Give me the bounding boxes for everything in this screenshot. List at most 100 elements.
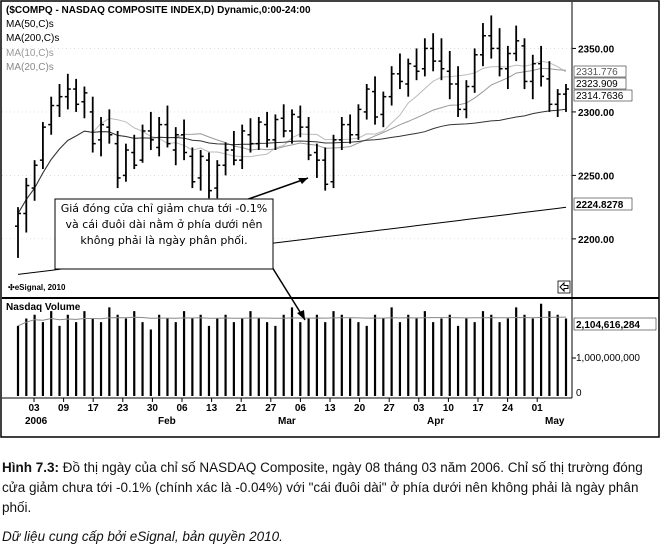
scroll-arrow-icon[interactable] (557, 280, 571, 294)
price-bar (421, 38, 428, 77)
last-value-3: 2314.7636 (576, 91, 624, 102)
price-bar (181, 119, 188, 161)
price-bar (297, 105, 304, 138)
price-bar (347, 114, 354, 144)
volume-title: Nasdaq Volume (6, 302, 81, 313)
month-2006: 2006 (25, 416, 48, 427)
price-bar (73, 78, 80, 112)
figure-source: Dữ liệu cung cấp bởi eSignal, bản quyền … (2, 529, 283, 544)
date-tick-label-0: 03 (28, 403, 40, 414)
price-bar (255, 116, 262, 150)
price-bar (554, 89, 561, 117)
date-tick-label-6: 13 (206, 403, 218, 414)
date-tick-label-5: 06 (176, 403, 188, 414)
volume-last-box (573, 317, 657, 331)
annotation-box (54, 198, 274, 270)
price-bar (446, 50, 453, 100)
volume-last-value: 2,104,616,284 (576, 320, 640, 331)
last-value-box-4 (573, 197, 633, 211)
price-bar (39, 122, 46, 170)
price-bar (264, 111, 271, 148)
figure-caption: Hình 7.3: Đồ thị ngày của chỉ số NASDAQ … (2, 458, 660, 518)
figure-text: Đồ thị ngày của chỉ số NASDAQ Composite,… (2, 460, 643, 515)
price-bar (504, 45, 511, 90)
date-tick-label-8: 27 (265, 403, 277, 414)
price-tick-label-1: 2250.00 (578, 171, 615, 182)
price-bar (388, 66, 395, 106)
price-bar (89, 96, 96, 153)
chart-title: ($COMPQ - NASDAQ COMPOSITE INDEX,D) Dyna… (6, 5, 311, 16)
price-bar (189, 147, 196, 189)
legend-ma10: MA(10,C)s (6, 48, 54, 59)
annotation-arrow-down (271, 266, 306, 321)
price-bar (98, 116, 105, 157)
price-bar (15, 207, 21, 258)
price-bar (455, 66, 462, 117)
price-bar (280, 104, 287, 138)
price-bar (131, 134, 138, 170)
date-tick-label-11: 20 (354, 403, 366, 414)
price-bar (197, 150, 204, 191)
price-bar (305, 116, 312, 161)
volume-average-line (17, 316, 567, 327)
date-tick-label-1: 09 (58, 403, 70, 414)
price-bar (56, 83, 63, 117)
price-bar (172, 127, 179, 166)
price-bar (81, 86, 88, 119)
arrow-head-down (297, 310, 305, 320)
month-mar: Mar (278, 416, 296, 427)
price-axis: 2200.00 2250.00 2300.00 2350.00 (572, 44, 615, 246)
price-bar (106, 109, 113, 144)
date-tick-label-13: 03 (413, 403, 425, 414)
price-bar (205, 152, 212, 199)
price-bar (372, 76, 379, 125)
price-bar (355, 104, 362, 140)
date-tick-label-16: 24 (502, 403, 514, 414)
price-bars (15, 15, 569, 258)
date-tick-label-12: 27 (384, 403, 396, 414)
watermark: ✣eSignal, 2010 (8, 283, 66, 292)
price-bar (114, 130, 121, 189)
price-bar (48, 96, 55, 135)
date-tick-label-17: 01 (532, 403, 544, 414)
price-bar (438, 38, 445, 81)
price-bar (405, 58, 412, 97)
volume-bars (16, 303, 568, 396)
date-tick-label-9: 06 (295, 403, 307, 414)
price-bar (488, 15, 495, 59)
price-bar (463, 80, 470, 119)
date-tick-label-7: 21 (236, 403, 248, 414)
annotation-arrow-up (239, 177, 309, 203)
annotation-callout: Giá đóng cửa chỉ giảm chưa tới -0.1% và … (54, 177, 309, 321)
price-bar (471, 48, 478, 93)
volume-zero-tick: 0 (576, 388, 582, 399)
month-feb: Feb (158, 416, 176, 427)
price-bar (563, 83, 569, 112)
price-bar (529, 54, 536, 100)
price-bar (322, 147, 329, 191)
price-bar (247, 118, 254, 153)
price-bar (521, 38, 528, 90)
last-value-1: 2331.776 (576, 67, 618, 78)
date-tick-label-4: 30 (147, 403, 159, 414)
price-bar (538, 45, 545, 87)
month-may: May (545, 416, 565, 427)
legend-ma20: MA(20,C)s (6, 62, 54, 73)
price-bar (272, 114, 279, 150)
price-bar (122, 143, 129, 182)
annotation-text: Giá đóng cửa chỉ giảm chưa tới -0.1% và … (60, 202, 268, 247)
price-bar (64, 73, 71, 110)
price-bar (330, 134, 337, 189)
price-bar (338, 116, 345, 150)
month-apr: Apr (427, 416, 444, 427)
figure-label: Hình 7.3: (2, 460, 60, 475)
price-bar (156, 116, 163, 157)
last-value-box-3 (573, 89, 633, 102)
date-tick-label-10: 13 (324, 403, 336, 414)
grid (2, 48, 572, 240)
price-bar (31, 160, 38, 201)
price-bar (513, 25, 520, 62)
price-bar (363, 83, 370, 120)
price-bar (430, 33, 437, 72)
volume-tick-label: 1,000,000,000 (576, 353, 640, 364)
